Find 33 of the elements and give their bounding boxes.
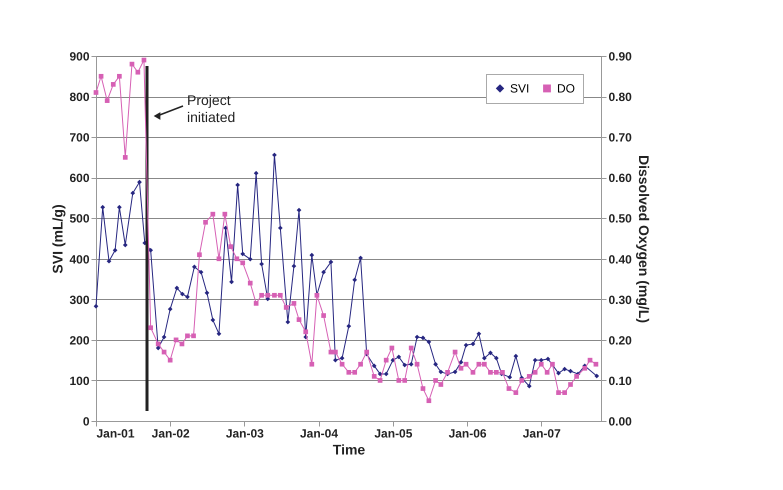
- x-axis-title: Time: [332, 442, 366, 458]
- legend-label: DO: [557, 81, 575, 96]
- y2-tick-label: 0.70: [608, 130, 632, 145]
- x-tick-label: Jan-07: [522, 426, 562, 440]
- y-tick-label: 900: [69, 50, 90, 64]
- y-tick-label: 0: [82, 414, 90, 428]
- y2-tick-label: 0.40: [608, 252, 632, 266]
- y-tick-label: 100: [69, 374, 90, 388]
- x-tick-label: Jan-03: [226, 426, 264, 440]
- y2-tick-label: 0.80: [608, 90, 632, 104]
- y2-tick-label: 0.30: [608, 292, 632, 307]
- y-tick-label: 500: [69, 212, 90, 226]
- x-tick-label: Jan-02: [152, 426, 190, 440]
- x-tick-label: Jan-05: [374, 426, 413, 440]
- ref-line-label: Project initiated: [187, 92, 236, 125]
- y-tick-label: 800: [69, 90, 90, 104]
- x-tick-label: Jan-06: [448, 426, 487, 440]
- y-tick-label: 400: [69, 252, 90, 266]
- legend-label: SVI: [510, 81, 530, 96]
- y2-tick-label: 0.90: [608, 50, 632, 64]
- y2-tick-label: 0.00: [608, 414, 632, 428]
- y-tick-label: 200: [69, 333, 90, 348]
- y2-tick-label: 0.60: [608, 171, 632, 186]
- x-tick-label: Jan-01: [96, 426, 135, 440]
- y2-tick-label: 0.50: [608, 212, 632, 226]
- x-tick-label: Jan-04: [300, 426, 338, 440]
- y-axis-title: SVI (mL/g): [49, 204, 66, 274]
- y2-axis-title: Dissolved Oxygen (mg/L): [636, 154, 652, 324]
- y-tick-label: 300: [69, 292, 90, 307]
- y-tick-label: 600: [69, 171, 90, 186]
- y-tick-label: 700: [69, 130, 90, 145]
- y2-tick-label: 0.10: [608, 374, 632, 388]
- y2-tick-label: 0.20: [608, 333, 632, 348]
